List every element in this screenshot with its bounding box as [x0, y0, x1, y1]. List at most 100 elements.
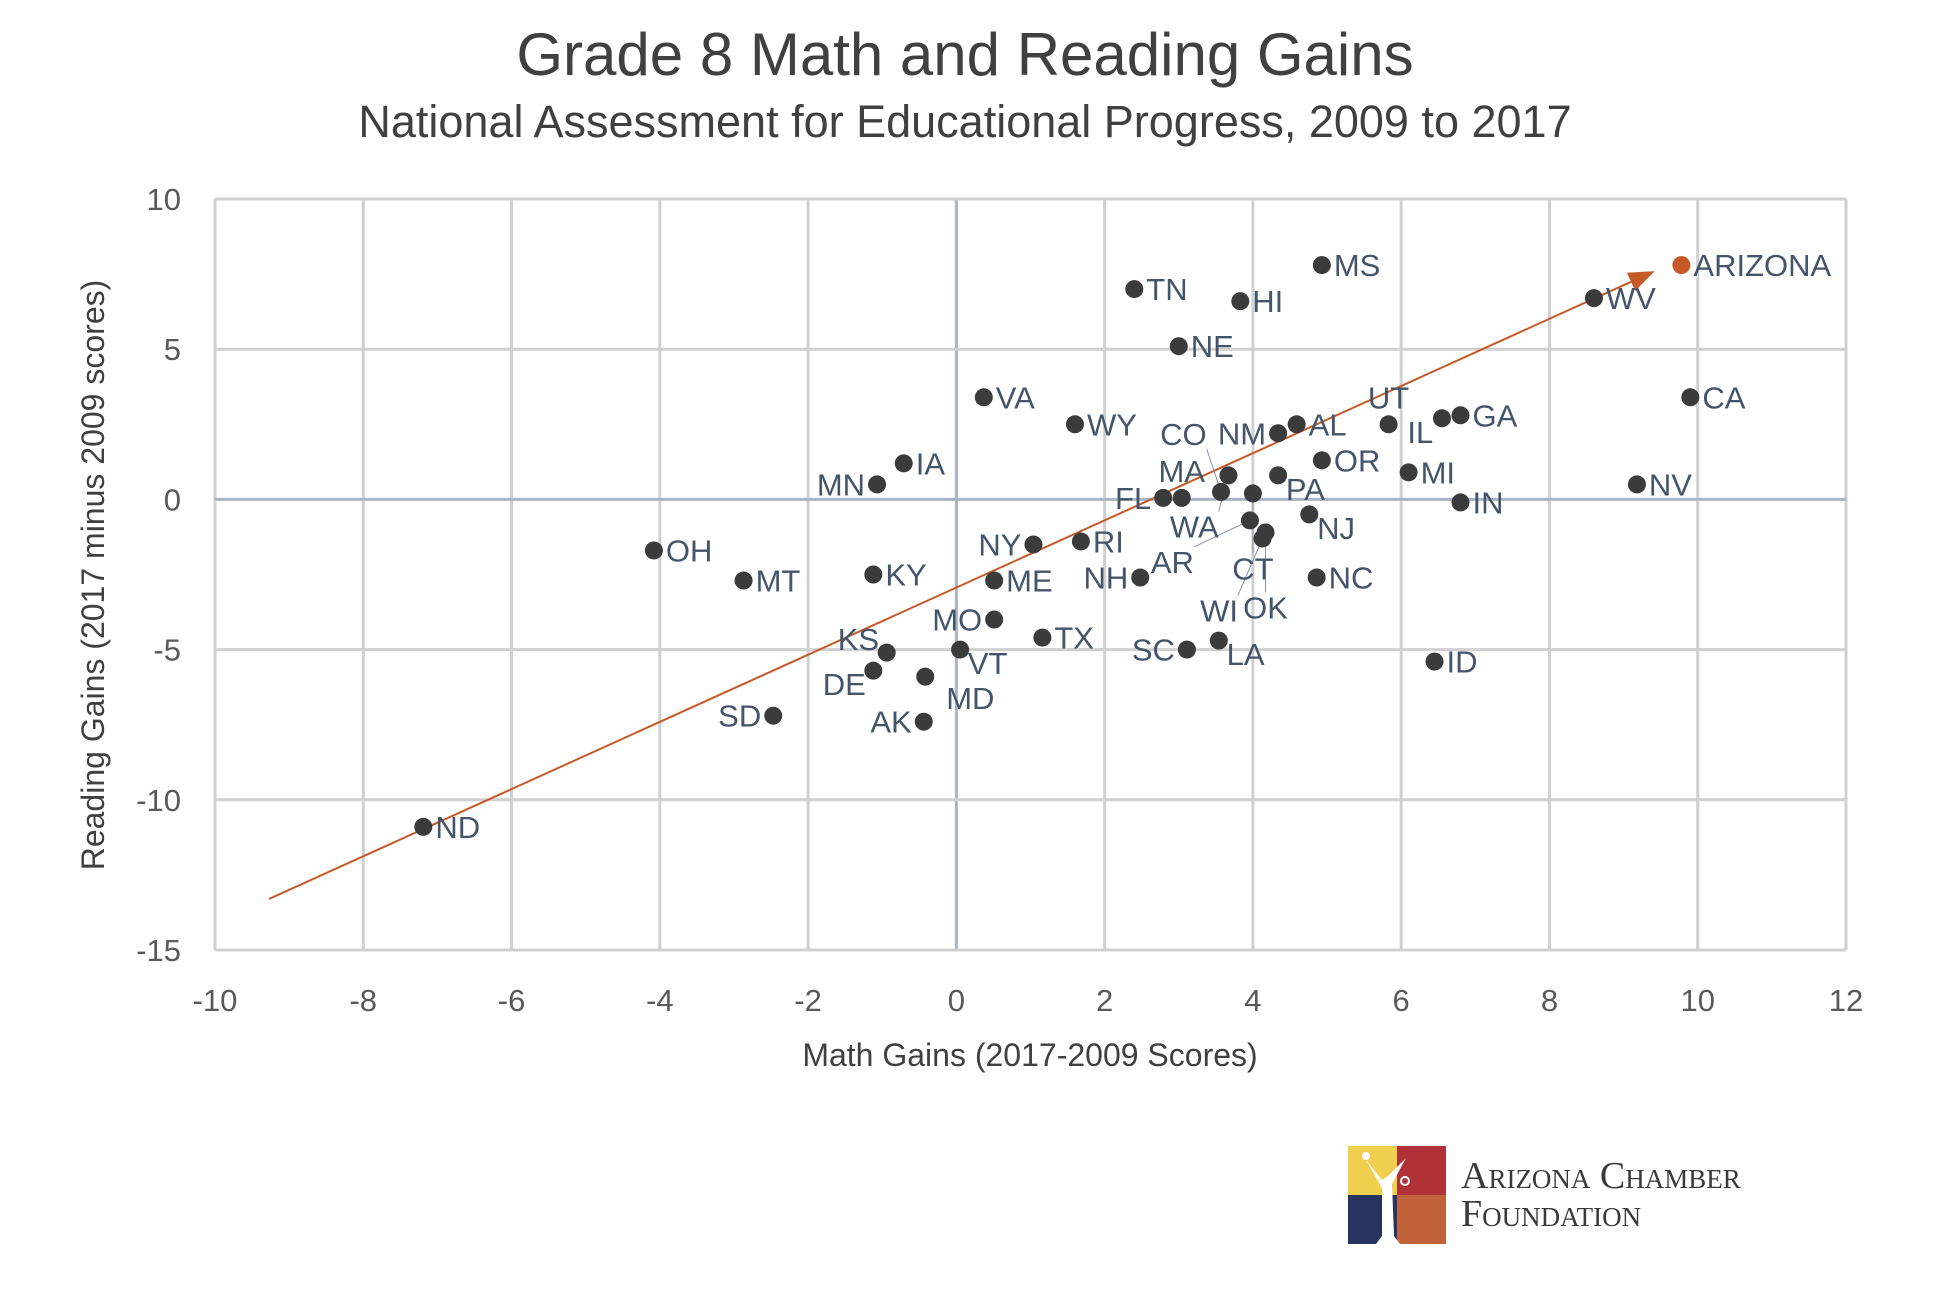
- point-ny: [1024, 535, 1043, 554]
- point-label: MD: [946, 681, 994, 716]
- point-label: GA: [1472, 398, 1517, 433]
- point-label: NE: [1191, 329, 1234, 364]
- point-label: AR: [1151, 545, 1194, 580]
- y-tick-label: 0: [164, 482, 181, 517]
- point-ar: [1240, 511, 1259, 530]
- point-label: OR: [1334, 443, 1381, 478]
- point-il: [1432, 409, 1451, 428]
- trend-line-path: [268, 280, 1632, 900]
- label-leader-line: [1237, 538, 1264, 596]
- point-la: [1209, 631, 1228, 650]
- point-ct: [1243, 484, 1262, 503]
- point-ks: [877, 643, 896, 662]
- x-tick-label: 6: [1393, 983, 1410, 1018]
- point-label: RI: [1093, 524, 1124, 559]
- point-id: [1425, 652, 1444, 671]
- points: [414, 256, 1700, 836]
- point-label: DE: [823, 667, 866, 702]
- point-label: KS: [838, 622, 879, 657]
- point-label: SC: [1132, 633, 1175, 668]
- point-ne: [1169, 337, 1188, 356]
- x-tick-label: -10: [193, 983, 238, 1018]
- x-tick-label: 10: [1680, 983, 1714, 1018]
- point-nj: [1300, 505, 1319, 524]
- point-mi: [1399, 463, 1418, 482]
- point-label: SD: [718, 699, 761, 734]
- point-nv: [1627, 475, 1646, 494]
- logo-line1: Arizona Chamber: [1461, 1155, 1741, 1197]
- x-tick-label: 8: [1541, 983, 1558, 1018]
- point-wa: [1219, 466, 1238, 485]
- point-ma: [1172, 488, 1191, 507]
- grid: [213, 197, 1848, 952]
- point-nc: [1307, 568, 1326, 587]
- point-label: TN: [1146, 272, 1187, 307]
- x-axis-label: Math Gains (2017-2009 Scores): [802, 1037, 1257, 1073]
- point-nd: [414, 817, 433, 836]
- point-hi: [1231, 292, 1250, 311]
- point-label: MT: [756, 564, 801, 599]
- point-label: NJ: [1317, 511, 1355, 546]
- point-label: NY: [978, 527, 1021, 562]
- point-label: MI: [1421, 455, 1455, 490]
- y-tick-label: 5: [164, 332, 181, 367]
- point-label: KY: [885, 558, 926, 593]
- point-al: [1287, 415, 1306, 434]
- point-label: LA: [1227, 637, 1265, 672]
- point-wi: [1253, 529, 1272, 548]
- point-label: ID: [1447, 645, 1478, 680]
- x-tick-label: 2: [1096, 983, 1113, 1018]
- point-arizona: [1672, 256, 1691, 275]
- point-ia: [894, 454, 913, 473]
- point-label: CT: [1232, 551, 1273, 586]
- point-label: NH: [1083, 561, 1128, 596]
- point-nm: [1269, 424, 1288, 443]
- point-label: IN: [1472, 485, 1503, 520]
- point-label: NM: [1218, 416, 1266, 451]
- point-label: OH: [666, 533, 713, 568]
- point-label: MN: [817, 467, 865, 502]
- logo-mark: [1348, 1146, 1446, 1244]
- point-ak: [914, 712, 933, 731]
- point-label: ND: [435, 810, 480, 845]
- point-wv: [1584, 289, 1603, 308]
- point-label: PA: [1286, 472, 1325, 507]
- point-in: [1451, 493, 1470, 512]
- y-tick-label: -5: [153, 633, 181, 668]
- point-label: IA: [916, 446, 946, 481]
- point-oh: [644, 541, 663, 560]
- point-or: [1312, 451, 1331, 470]
- x-tick-label: 0: [948, 983, 965, 1018]
- point-label: AL: [1309, 407, 1347, 442]
- point-me: [985, 571, 1004, 590]
- point-label: FL: [1115, 481, 1151, 516]
- trend-line: [268, 271, 1655, 900]
- point-label: VA: [996, 380, 1035, 415]
- point-label: CA: [1702, 380, 1745, 415]
- point-ut: [1379, 415, 1398, 434]
- point-label: IL: [1407, 415, 1433, 450]
- point-label: TX: [1054, 621, 1094, 656]
- y-tick-label: 10: [147, 182, 181, 217]
- point-label: ARIZONA: [1693, 248, 1831, 283]
- y-tick-label: -15: [136, 933, 181, 968]
- point-ca: [1681, 388, 1700, 407]
- point-label: WV: [1606, 281, 1656, 316]
- x-tick-label: -8: [349, 983, 377, 1018]
- point-vt: [951, 640, 970, 659]
- x-tick-label: -2: [794, 983, 822, 1018]
- x-tick-label: -6: [498, 983, 526, 1018]
- y-tick-label: -10: [136, 783, 181, 818]
- point-va: [974, 388, 993, 407]
- x-tick-label: 12: [1829, 983, 1863, 1018]
- point-label: WI: [1200, 593, 1238, 628]
- point-md: [916, 667, 935, 686]
- point-label: ME: [1006, 564, 1053, 599]
- point-label: WA: [1170, 509, 1219, 544]
- point-ms: [1312, 256, 1331, 275]
- point-label: WY: [1087, 407, 1137, 442]
- trend-arrowhead: [1626, 271, 1655, 291]
- y-axis-label: Reading Gains (2017 minus 2009 scores): [75, 280, 111, 871]
- point-label: OK: [1243, 590, 1288, 625]
